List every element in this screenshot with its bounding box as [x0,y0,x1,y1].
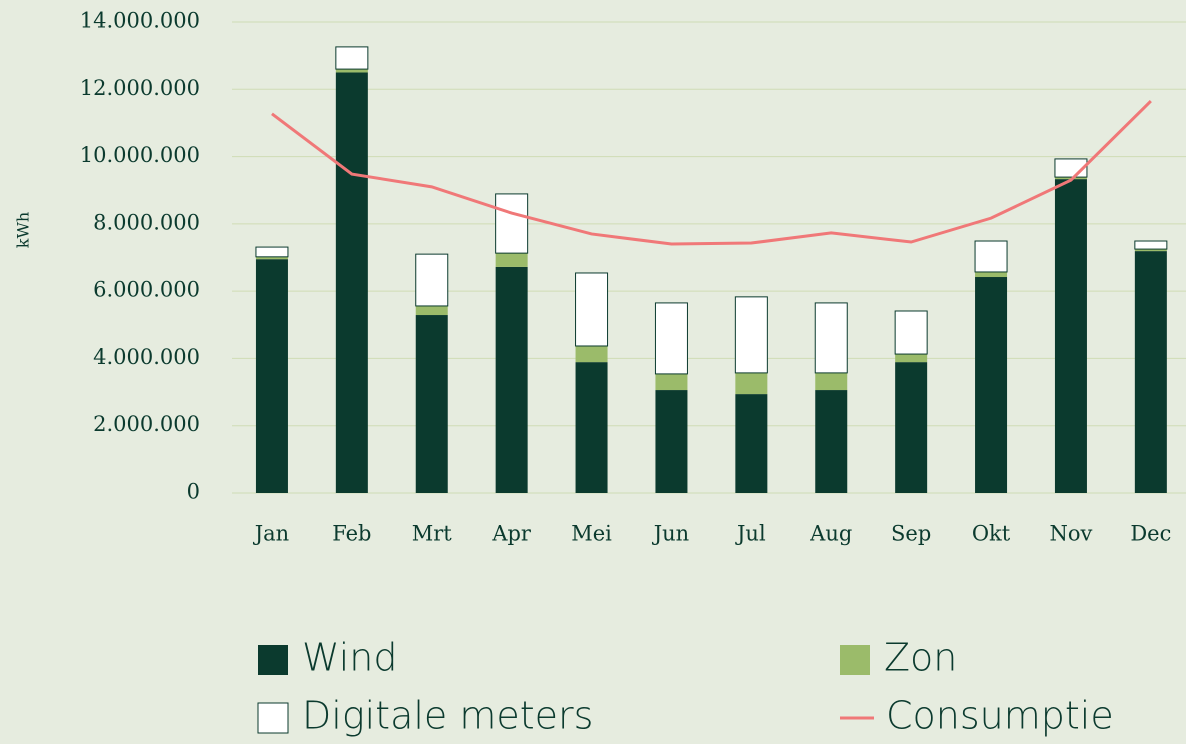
x-tick-label: Okt [972,522,1011,546]
bar-segment [1134,249,1167,252]
x-tick-label: Jul [735,522,766,546]
legend-label: Wind [302,636,398,680]
bar-segment [975,277,1008,493]
bar-segment [1134,251,1167,493]
bar-segment [495,193,529,254]
bar-segment [655,373,688,391]
bar-segment [415,315,448,493]
x-tick-label: Sep [891,522,931,546]
bar-segment [815,372,848,391]
bar-segment [735,394,768,493]
y-tick-label: 6.000.000 [93,278,200,302]
bar-segment [735,372,768,395]
line [271,99,1152,246]
legend-swatch [258,645,288,675]
y-tick-label: 10.000.000 [80,143,200,167]
bar-segment [415,253,449,307]
bar-segment [255,259,288,493]
x-tick-label: Dec [1130,522,1171,546]
bar-segment [335,72,368,493]
bar-segment [654,302,688,375]
y-tick-label: 4.000.000 [93,345,200,369]
bar-segment [495,253,528,267]
x-tick-label: Nov [1050,522,1093,546]
bar-segment [1054,179,1087,494]
bar-segment [575,272,609,347]
y-tick-label: 0 [187,480,200,504]
y-tick-label: 2.000.000 [93,412,200,436]
bar-segment [335,69,368,73]
bar-segment [815,390,848,493]
x-tick-label: Mrt [412,522,453,546]
bar-segment [255,246,289,258]
bar-segment [335,46,369,70]
x-tick-label: Apr [491,522,532,546]
y-tick-label: 8.000.000 [93,210,200,234]
bar-segment [495,266,528,493]
bar-segment [255,256,288,260]
bar-segment [895,354,928,363]
bar-segment [814,302,848,374]
bar-segment [895,362,928,493]
legend-label: Consumptie [886,694,1114,738]
y-tick-label: 14.000.000 [80,9,200,33]
x-tick-label: Jan [253,522,289,546]
bar-segment [415,305,448,316]
x-tick-label: Feb [332,522,371,546]
legend-label: Digitale meters [302,694,593,738]
legend-label: Zon [884,636,957,680]
bar-segment [575,362,608,493]
x-tick-label: Aug [809,522,852,546]
y-tick-label: 12.000.000 [80,76,200,100]
bar-segment [734,296,768,374]
legend-swatch [840,645,870,675]
bar-segment [655,390,688,493]
y-axis-label: kWh [14,212,33,248]
x-tick-label: Jun [652,522,689,546]
bar-segment [575,345,608,363]
bar-segment [1134,240,1168,250]
bar-segment [975,271,1008,278]
bar-segment [894,310,928,355]
x-tick-label: Mei [571,522,612,546]
bar-segment [974,240,1008,273]
legend-swatch [257,702,289,734]
